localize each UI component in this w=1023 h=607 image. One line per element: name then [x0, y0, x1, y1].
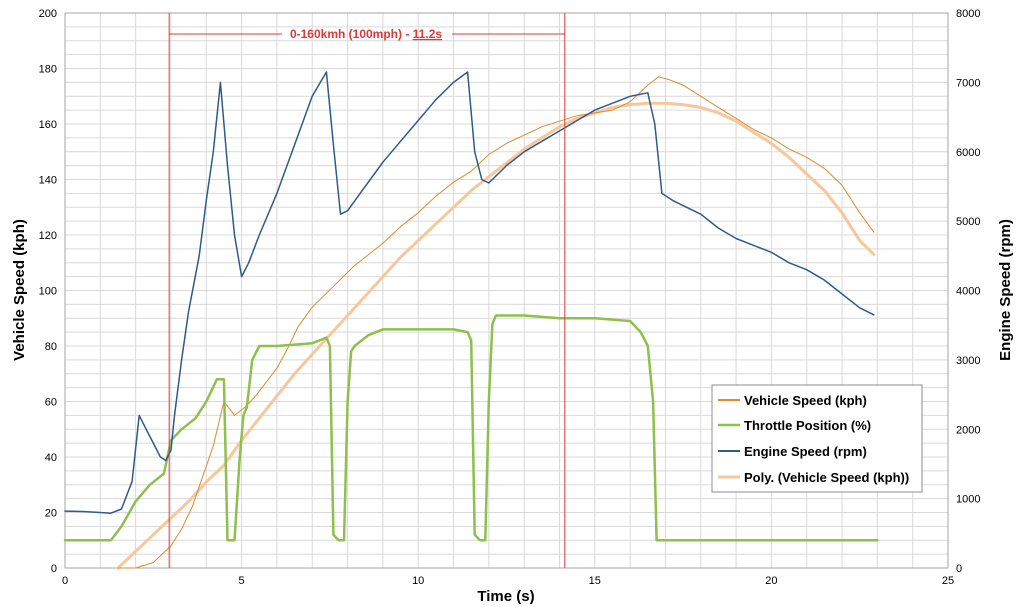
y-axis-title: Vehicle Speed (kph) [11, 219, 28, 361]
y-tick-label: 200 [39, 8, 57, 20]
legend-label: Poly. (Vehicle Speed (kph)) [744, 470, 909, 485]
annotation-label-value: 11.2s [413, 27, 443, 41]
series-line-vehicle-speed-kph [117, 76, 875, 569]
y-tick-label: 140 [39, 175, 57, 187]
y2-tick-label: 0 [956, 563, 962, 575]
x-tick-label: 20 [765, 575, 777, 587]
y2-tick-label: 6000 [956, 147, 980, 159]
x-axis-title: Time (s) [477, 588, 534, 605]
y-tick-label: 100 [39, 286, 57, 298]
y2-tick-label: 5000 [956, 216, 980, 228]
y-tick-label: 20 [45, 508, 57, 520]
y-tick-label: 0 [51, 563, 57, 575]
right-axis-ticks: 0 1000 2000 3000 4000 5000 6000 7000 8000 [956, 8, 980, 575]
x-tick-label: 10 [412, 575, 424, 587]
y2-tick-label: 4000 [956, 286, 980, 298]
plot-area-border [64, 12, 949, 569]
annotation-label-prefix: 0-160kmh (100mph) - [290, 27, 413, 41]
y-tick-label: 40 [45, 452, 57, 464]
y-tick-label: 80 [45, 341, 57, 353]
y-tick-label: 120 [39, 230, 57, 242]
y-tick-label: 60 [45, 397, 57, 409]
annotation: 0-160kmh (100mph) - 11.2s [168, 13, 566, 568]
y-tick-label: 180 [39, 64, 57, 76]
y-tick-label: 160 [39, 119, 57, 131]
legend-label: Throttle Position (%) [744, 418, 871, 433]
x-tick-label: 5 [239, 575, 245, 587]
y2-tick-label: 2000 [956, 424, 980, 436]
x-tick-label: 0 [62, 575, 68, 587]
y2-tick-label: 3000 [956, 355, 980, 367]
y2-tick-label: 1000 [956, 494, 980, 506]
x-tick-label: 25 [942, 575, 954, 587]
y2-axis-title: Engine Speed (rpm) [997, 219, 1014, 361]
series-layer [63, 71, 879, 570]
x-tick-label: 15 [589, 575, 601, 587]
series-line-throttle-position [63, 314, 879, 542]
legend-box [711, 384, 923, 493]
series-line-poly-vehicle-speed-kph [116, 101, 876, 570]
y2-tick-label: 8000 [956, 8, 980, 20]
y2-tick-label: 7000 [956, 77, 980, 89]
annotation-label: 0-160kmh (100mph) - 11.2s [290, 27, 442, 41]
legend-label: Engine Speed (rpm) [744, 444, 867, 459]
x-axis-ticks: 0 5 10 15 20 25 [62, 575, 954, 587]
legend: Vehicle Speed (kph) Throttle Position (%)… [711, 384, 923, 493]
legend-label: Vehicle Speed (kph) [744, 393, 867, 408]
left-axis-ticks: 0 20 40 60 80 100 120 140 160 180 200 [39, 8, 57, 575]
